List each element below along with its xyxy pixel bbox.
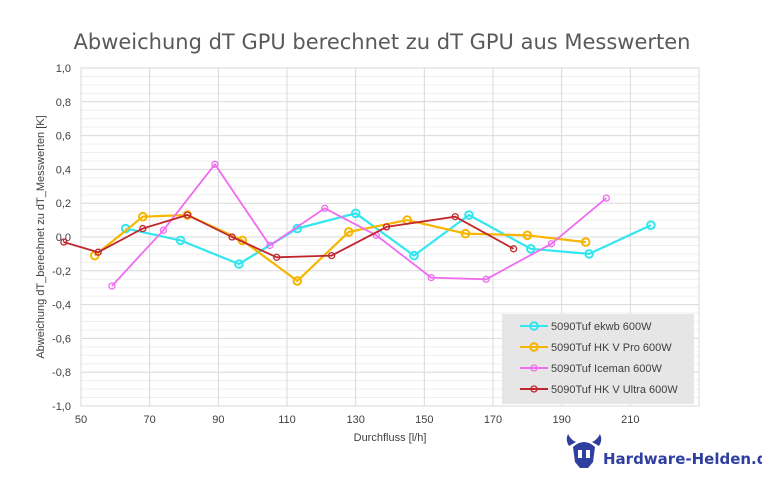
- x-tick-label: 110: [278, 414, 296, 426]
- data-point: [266, 241, 274, 250]
- y-tick-label: 0,6: [56, 131, 71, 143]
- data-point: [350, 208, 361, 219]
- data-point: [108, 282, 116, 290]
- legend-label: 5090Tuf Iceman 600W: [551, 363, 662, 375]
- legend-marker: [529, 321, 539, 331]
- x-tick-label: 70: [144, 414, 156, 426]
- data-point: [525, 244, 536, 254]
- data-point: [584, 249, 594, 259]
- x-tick-label: 130: [346, 414, 364, 426]
- data-point: [321, 204, 329, 212]
- data-point: [139, 224, 147, 233]
- series-1: [120, 208, 656, 269]
- legend: 5090Tuf ekwb 600W 5090Tuf HK V Pro 600W 50…: [502, 314, 694, 404]
- data-point: [228, 233, 236, 241]
- legend-marker: [530, 364, 538, 372]
- series-line: [125, 212, 652, 266]
- chart-title: Abweichung dT GPU berechnet zu dT GPU au…: [74, 30, 691, 54]
- series-layer: [60, 160, 656, 290]
- data-point: [273, 253, 281, 261]
- y-tick-label: 0,8: [56, 97, 71, 109]
- x-tick-label: 210: [621, 414, 639, 426]
- y-tick-label: 0,0: [56, 232, 71, 244]
- data-point: [94, 248, 102, 256]
- data-point: [344, 227, 354, 237]
- y-tick-label: -0,2: [52, 266, 71, 278]
- series-line: [111, 163, 607, 287]
- x-tick-label: 190: [552, 414, 570, 426]
- data-point: [182, 210, 193, 220]
- data-point: [602, 194, 610, 202]
- y-tick-label: -0,6: [52, 333, 71, 345]
- data-point: [211, 160, 219, 168]
- horned-helmet-icon: [566, 434, 602, 468]
- x-tick-label: 90: [212, 414, 224, 426]
- series-line: [63, 214, 515, 259]
- data-point: [175, 235, 186, 246]
- data-point: [482, 275, 490, 283]
- data-point: [464, 210, 474, 220]
- x-axis-label: Durchfluss [l/h]: [354, 432, 427, 444]
- data-point: [580, 237, 591, 247]
- y-tick-label: -0,8: [52, 367, 71, 379]
- legend-label: 5090Tuf HK V Pro 600W: [551, 342, 672, 354]
- x-tick-labels: 50 70 90 110 130 150 170 190 210: [75, 414, 640, 426]
- data-point: [138, 211, 148, 222]
- data-point: [292, 276, 303, 286]
- data-point: [60, 238, 68, 246]
- data-point: [382, 223, 391, 231]
- y-axis-label: Abweichung dT_berechnet zu dT_Messwerten…: [35, 115, 47, 358]
- data-point: [451, 213, 459, 221]
- data-point: [427, 273, 435, 282]
- data-point: [509, 245, 518, 253]
- legend-marker: [530, 385, 538, 393]
- watermark-text: Hardware-Helden.de: [603, 450, 762, 468]
- watermark: Hardware-Helden.de: [566, 434, 762, 468]
- data-point: [460, 228, 471, 239]
- data-point: [183, 211, 192, 219]
- legend-label: 5090Tuf HK V Ultra 600W: [551, 384, 678, 396]
- x-tick-label: 50: [75, 414, 87, 426]
- grid: [81, 68, 699, 406]
- data-point: [159, 226, 168, 234]
- data-point: [547, 240, 556, 248]
- y-tick-label: -0,4: [52, 300, 71, 312]
- y-tick-labels: 1,0 0,8 0,6 0,4 0,2 0,0 -0,2 -0,4 -0,6 -0,8 -1,0: [52, 63, 71, 413]
- y-tick-label: 1,0: [56, 63, 71, 75]
- data-point: [646, 220, 656, 230]
- y-tick-label: 0,2: [56, 198, 71, 210]
- legend-items: 5090Tuf ekwb 600W 5090Tuf HK V Pro 600W 50…: [520, 321, 678, 396]
- data-point: [522, 230, 533, 241]
- data-point: [409, 250, 419, 261]
- y-tick-label: -1,0: [52, 401, 71, 413]
- x-tick-label: 150: [415, 414, 433, 426]
- series-3: [108, 160, 610, 290]
- data-point: [327, 251, 336, 260]
- series-4: [60, 211, 518, 261]
- x-tick-label: 170: [484, 414, 502, 426]
- data-point: [234, 259, 244, 269]
- legend-label: 5090Tuf ekwb 600W: [551, 321, 652, 333]
- legend-marker: [529, 342, 539, 352]
- y-tick-label: 0,4: [56, 164, 71, 176]
- plot-area-border: [80, 67, 700, 407]
